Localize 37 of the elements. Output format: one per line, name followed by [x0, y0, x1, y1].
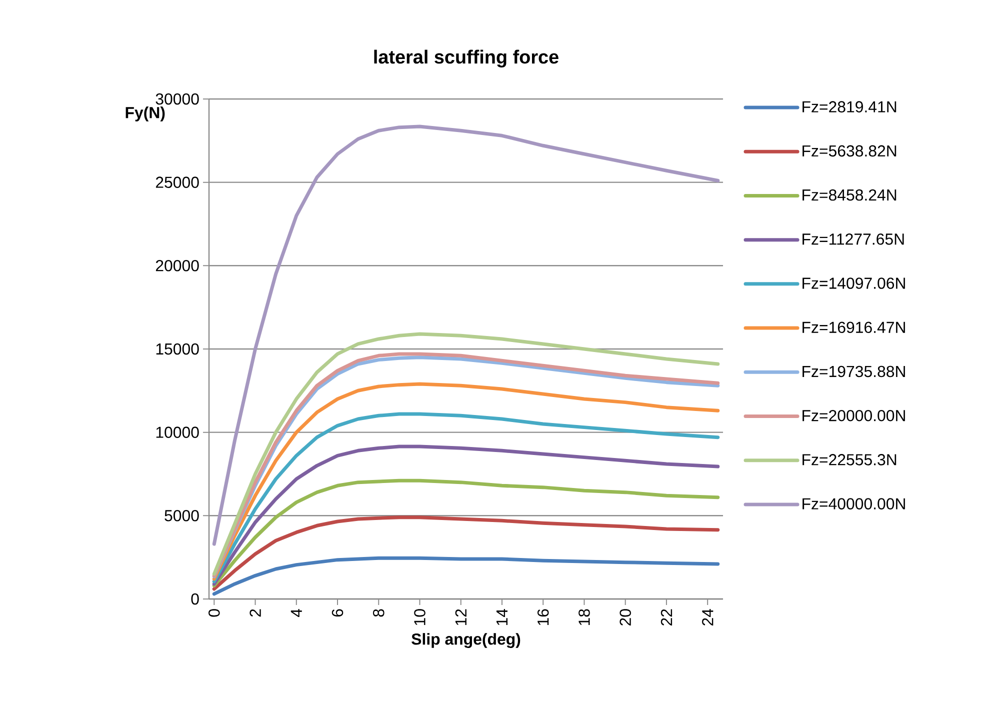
x-tick-label: 12 [455, 609, 466, 626]
x-tick-label: 8 [372, 609, 384, 617]
legend-label: Fz=40000.00N [802, 498, 905, 510]
legend-label: Fz=22555.3N [802, 454, 896, 466]
legend-label: Fz=8458.24N [802, 189, 896, 201]
y-tick-label: 25000 [156, 176, 199, 188]
x-tick-label: 2 [250, 609, 261, 617]
line-series [212, 444, 720, 586]
x-tick-label: 22 [660, 609, 672, 626]
legend-label: Fz=2819.41N [802, 101, 896, 112]
x-tick-label: 0 [208, 609, 220, 617]
y-tick-label: 20000 [156, 260, 199, 272]
legend-label: Fz=20000.00N [802, 410, 905, 422]
line-series [212, 412, 720, 584]
legend-label: Fz=16916.47N [802, 322, 905, 334]
x-tick-label: 24 [702, 608, 714, 626]
y-axis-title: Fy(N) [126, 106, 165, 122]
x-tick-label: 16 [537, 609, 549, 626]
y-tick-label: 10000 [156, 426, 199, 438]
x-tick-label: 18 [578, 609, 590, 626]
x-tick-label: 10 [414, 609, 426, 626]
line-series [212, 124, 720, 546]
y-tick-label: 0 [191, 593, 199, 605]
legend-label: Fz=11277.65N [802, 234, 904, 245]
x-tick-label: 14 [496, 608, 508, 626]
x-tick-label: 4 [290, 608, 302, 618]
x-tick-label: 20 [620, 609, 631, 626]
legend-label: Fz=5638.82N [802, 145, 896, 157]
line-series [212, 478, 720, 588]
legend-label: Fz=19735.88N [802, 366, 905, 378]
y-tick-label: 5000 [164, 510, 199, 522]
x-axis-title: Slip ange(deg) [412, 633, 520, 648]
legend-label: Fz=14097.06N [802, 278, 905, 289]
y-tick-label: 15000 [156, 343, 199, 355]
chart-title: lateral scuffing force [374, 50, 558, 68]
y-tick-label: 30000 [156, 93, 199, 105]
x-tick-label: 6 [332, 609, 344, 617]
